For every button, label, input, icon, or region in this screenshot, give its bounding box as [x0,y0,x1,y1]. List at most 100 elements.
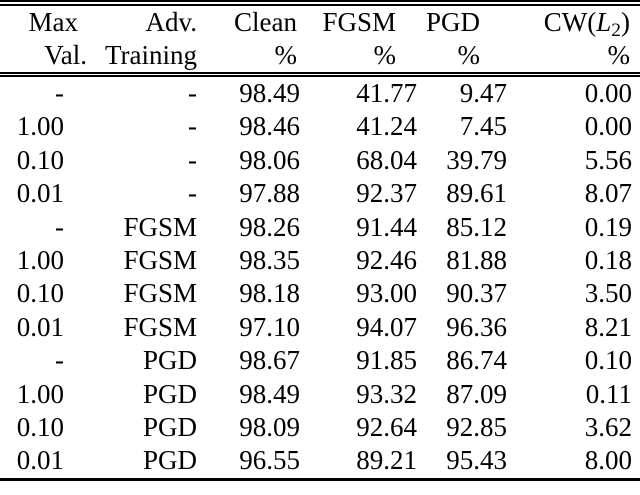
cell-pgd: 86.74 [446,345,507,376]
results-table: Max Val. Adv. Training Clean % FGSM % PG… [0,0,640,481]
cell-adv-training: PGD [142,345,197,376]
cell-max-val: - [55,211,64,242]
cell-fgsm: 93.00 [356,278,417,309]
cell-clean: 98.18 [239,278,300,309]
cell-cw-l2: 8.00 [584,445,632,476]
cell-clean: 98.49 [239,78,300,108]
header-cell-max-val: Max Val. [0,3,90,77]
cell-fgsm: 68.04 [356,144,417,175]
cell-fgsm: 92.46 [356,245,417,276]
cell-adv-training: PGD [142,445,197,476]
cell-pgd: 87.09 [446,378,507,409]
cell-clean: 98.06 [239,144,300,175]
cell-max-val: 1.00 [16,111,64,142]
cell-cw-l2: 8.07 [584,178,632,209]
cell-clean: 98.35 [239,245,300,276]
cell-adv-training: FGSM [123,245,197,276]
cell-clean: 97.88 [239,178,300,209]
table-row: - - 98.49 41.77 9.47 0.00 [0,75,640,111]
header-adv-line2: Training [104,40,197,70]
table-row: - PGD 98.67 91.85 86.74 0.10 [0,344,640,377]
cell-clean: 96.55 [239,445,300,476]
header-cell-fgsm: FGSM % [304,3,421,77]
cell-cw-l2: 0.10 [584,345,632,376]
table-row: - FGSM 98.26 91.44 85.12 0.19 [0,211,640,244]
cell-max-val: - [55,345,64,376]
table-row: 0.10 - 98.06 68.04 39.79 5.56 [0,144,640,177]
cell-cw-l2: 8.21 [584,311,632,342]
cell-adv-training: FGSM [123,311,197,342]
cell-max-val: 0.10 [16,278,64,309]
cell-fgsm: 89.21 [356,445,417,476]
cell-max-val: 0.01 [16,178,64,209]
cell-pgd: 81.88 [446,245,507,276]
cell-fgsm: 91.85 [356,345,417,376]
cell-clean: 98.67 [239,345,300,376]
header-cell-clean: Clean % [201,3,304,77]
header-cell-pgd: PGD % [421,3,511,77]
cell-clean: 98.49 [239,378,300,409]
cw-prefix: CW( [543,7,597,37]
cell-pgd: 7.45 [459,111,507,142]
cell-clean: 98.26 [239,211,300,242]
cw-l-variable: L [596,7,612,37]
cell-adv-training: PGD [142,378,197,409]
cell-fgsm: 92.37 [356,178,417,209]
cell-fgsm: 92.64 [356,412,417,443]
header-max-line1: Max [28,7,79,37]
cell-max-val: 1.00 [16,378,64,409]
header-fgsm-line1: FGSM [322,7,396,37]
header-cell-adv-training: Adv. Training [90,3,201,77]
cell-cw-l2: 0.19 [584,211,632,242]
table-row: 1.00 - 98.46 41.24 7.45 0.00 [0,110,640,143]
cell-cw-l2: 5.56 [584,144,632,175]
table-body: - -98.49 41.77 9.47 0.00 1.00-98.46 41.24 7.45 0… [0,75,640,480]
cell-cw-l2: 0.11 [585,378,632,409]
cell-fgsm: 94.07 [356,311,417,342]
cell-clean: 98.09 [239,412,300,443]
cell-adv-training: FGSM [123,211,197,242]
table-row: 0.01 FGSM 97.10 94.07 96.36 8.21 [0,311,640,344]
cell-max-val: 0.10 [16,412,64,443]
header-fgsm-line2: % [373,40,397,70]
cell-clean: 97.10 [239,311,300,342]
table-row: 1.00 FGSM 98.35 92.46 81.88 0.18 [0,244,640,277]
table-header: Max Val. Adv. Training Clean % FGSM % PG… [0,3,640,77]
cell-max-val: 1.00 [16,245,64,276]
cell-pgd: 89.61 [446,178,507,209]
cell-pgd: 96.36 [446,311,507,342]
cell-adv-training: FGSM [123,278,197,309]
cell-max-val: 0.01 [16,311,64,342]
table-row: 0.01 PGD 96.55 89.21 95.43 8.00 [0,444,640,479]
header-cw-line1: CW(L2) [511,6,630,40]
header-clean-line2: % [274,40,298,70]
cell-cw-l2: 3.50 [584,278,632,309]
cell-cw-l2: 0.00 [584,78,632,108]
header-cell-cw-l2: CW(L2) % [511,3,640,77]
cell-pgd: 90.37 [446,278,507,309]
cell-cw-l2: 0.00 [584,111,632,142]
cell-clean: 98.46 [239,111,300,142]
cell-adv-training: - [188,111,197,142]
table-row: 1.00 PGD 98.49 93.32 87.09 0.11 [0,378,640,411]
table-row: 0.01 - 97.88 92.37 89.61 8.07 [0,177,640,210]
table-row: 0.10 PGD 98.09 92.64 92.85 3.62 [0,411,640,444]
cell-fgsm: 41.77 [356,78,417,108]
header-row: Max Val. Adv. Training Clean % FGSM % PG… [0,3,640,77]
cell-pgd: 39.79 [446,144,507,175]
cell-cw-l2: 0.18 [584,245,632,276]
cell-pgd: 9.47 [459,78,507,108]
cw-suffix: ) [621,7,630,37]
header-adv-line1: Adv. [145,7,198,37]
header-cw-line2: % [607,40,631,70]
cell-fgsm: 93.32 [356,378,417,409]
cell-adv-training: - [188,144,197,175]
header-max-line2: Val. [44,40,87,70]
cell-fgsm: 91.44 [356,211,417,242]
cell-pgd: 92.85 [446,412,507,443]
cell-max-val: 0.01 [16,445,64,476]
header-pgd-line2: % [457,40,481,70]
header-clean-line1: Clean [234,7,297,37]
cell-fgsm: 41.24 [356,111,417,142]
